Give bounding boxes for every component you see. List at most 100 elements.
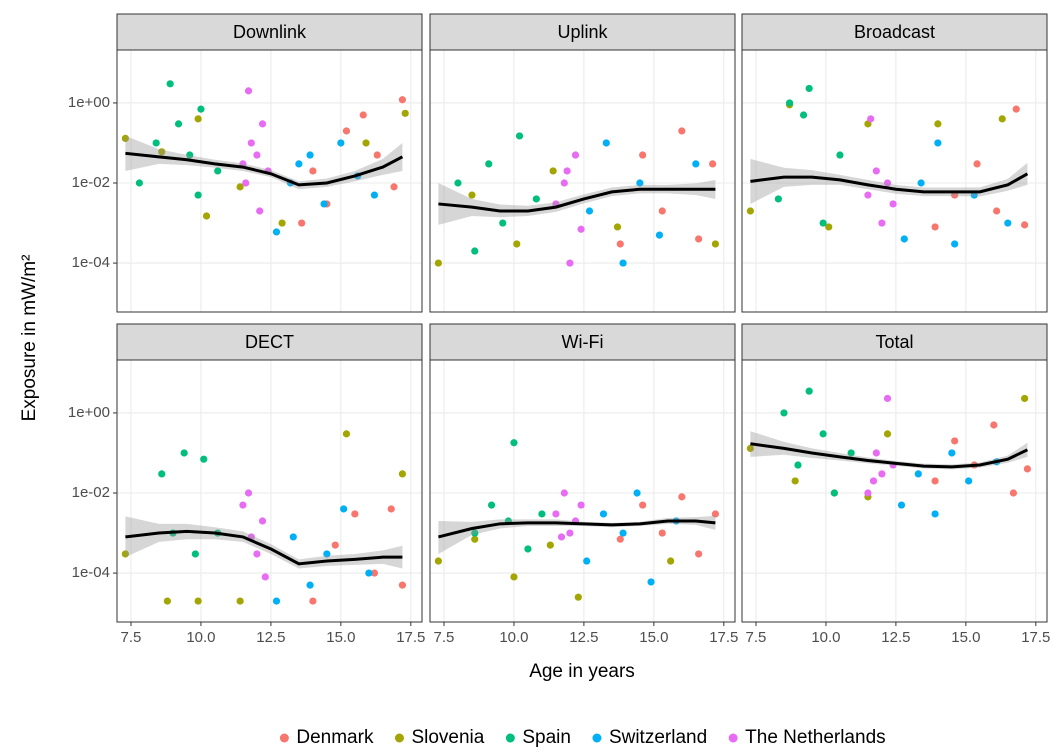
point — [515, 132, 524, 140]
point — [323, 550, 331, 558]
point — [194, 191, 202, 199]
smooth-line — [125, 529, 403, 566]
panel-background — [742, 50, 1047, 312]
x-tick-label: 15.0 — [951, 629, 980, 646]
point — [819, 219, 827, 227]
point — [830, 489, 838, 497]
point — [872, 167, 880, 175]
point — [711, 510, 720, 518]
point — [253, 550, 261, 558]
legend-key — [394, 733, 404, 743]
point — [278, 219, 286, 227]
point — [242, 179, 250, 187]
point — [883, 394, 892, 403]
strip — [741, 323, 1048, 361]
point — [805, 84, 813, 93]
confidence-band — [125, 135, 403, 190]
point — [560, 489, 568, 497]
point — [244, 489, 253, 497]
point — [774, 195, 782, 203]
point — [510, 439, 518, 447]
legend-label: The Netherlands — [745, 727, 885, 748]
y-tick-label: 1e+00 — [68, 404, 110, 421]
point — [566, 529, 574, 537]
point — [166, 80, 174, 88]
point — [571, 151, 580, 159]
point — [639, 151, 647, 159]
legend-label: Spain — [522, 727, 571, 748]
point — [965, 477, 973, 485]
strip-title: Total — [875, 332, 913, 352]
smooth-line — [125, 151, 404, 187]
point — [471, 535, 479, 543]
point — [889, 200, 897, 208]
x-tick-label: 7.5 — [121, 629, 142, 646]
strip-title: Uplink — [557, 22, 608, 42]
point — [362, 139, 370, 147]
point — [340, 505, 348, 513]
point — [306, 581, 314, 589]
point — [557, 533, 566, 541]
point — [351, 510, 359, 518]
point — [342, 127, 351, 135]
point — [993, 207, 1001, 215]
smooth-line — [438, 519, 716, 539]
point — [214, 167, 222, 175]
point — [289, 533, 297, 541]
point — [819, 430, 827, 438]
point — [678, 127, 686, 135]
point — [163, 597, 171, 605]
point — [847, 449, 855, 457]
point — [309, 167, 317, 175]
point — [532, 195, 540, 203]
point — [390, 183, 398, 191]
x-tick-label: 10.0 — [811, 629, 840, 646]
point — [639, 501, 647, 509]
point — [951, 437, 959, 445]
point — [370, 569, 379, 577]
point — [538, 510, 546, 518]
point — [711, 240, 720, 248]
point — [272, 228, 281, 236]
point — [256, 207, 264, 215]
point — [914, 470, 922, 478]
point — [174, 120, 183, 128]
strip — [116, 13, 423, 51]
point — [272, 597, 281, 605]
point — [236, 597, 244, 605]
point — [948, 449, 956, 457]
point — [121, 134, 129, 143]
point — [186, 151, 194, 159]
y-tick-label: 1e-04 — [72, 564, 110, 581]
point — [513, 240, 521, 248]
point — [365, 569, 373, 577]
strip-title: Wi-Fi — [562, 332, 604, 352]
legend-key — [505, 733, 515, 743]
point — [1021, 394, 1029, 403]
point — [864, 191, 872, 199]
x-tick-label: 10.0 — [186, 629, 215, 646]
point — [990, 421, 998, 429]
panel-background — [117, 50, 422, 312]
point — [236, 183, 244, 191]
panel-background — [430, 360, 735, 622]
point — [434, 259, 442, 267]
point — [836, 151, 844, 159]
point — [998, 115, 1006, 123]
point — [563, 167, 571, 175]
smooth-line — [750, 442, 1029, 469]
point — [135, 179, 143, 187]
point — [194, 115, 202, 123]
point — [931, 223, 939, 231]
point — [619, 529, 627, 537]
panel-border — [116, 359, 423, 623]
point — [692, 160, 700, 168]
point — [1004, 219, 1012, 227]
point — [951, 240, 959, 248]
point — [746, 207, 754, 215]
point — [471, 529, 479, 537]
point — [194, 597, 202, 605]
legend-key — [592, 733, 602, 743]
point — [359, 111, 367, 119]
